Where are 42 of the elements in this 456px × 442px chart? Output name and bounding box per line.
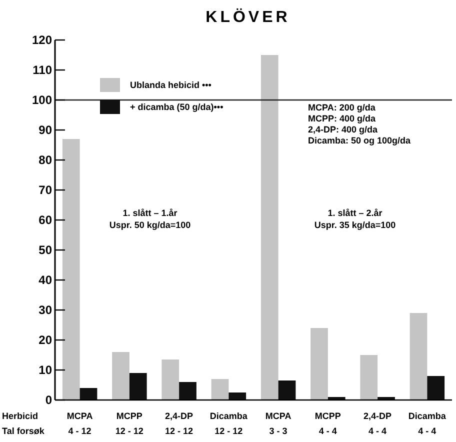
chart-title: KLÖVER: [206, 8, 290, 26]
y-tick-label: 20: [38, 333, 52, 348]
x-tick-label: MCPA 3 - 3: [265, 411, 292, 436]
y-tick-label: 40: [38, 273, 52, 288]
bar: [410, 313, 428, 400]
text: Herbicid Tal forsøk: [2, 411, 46, 436]
x-tick-label: 2,4-DP 12 - 12: [165, 411, 194, 436]
bar: [80, 388, 98, 400]
bar: [179, 382, 196, 400]
y-tick-label: 0: [45, 393, 52, 408]
bar: [62, 139, 80, 400]
x-tick-label: MCPP 12 - 12: [115, 411, 144, 436]
x-tick-label: MCPA 4 - 12: [66, 411, 94, 436]
legend-label: Ublanda hebicid •••: [130, 80, 212, 90]
y-tick-label: 120: [32, 33, 52, 48]
bar: [129, 373, 147, 400]
y-tick-label: 100: [32, 93, 52, 108]
legend-label: + dicamba (50 g/da)•••: [130, 102, 224, 112]
bar: [360, 355, 378, 400]
x-tick-label: Dicamba 12 - 12: [210, 411, 248, 436]
bar: [112, 352, 130, 400]
annotation: 1. slått – 1.år Uspr. 50 kg/da=100: [109, 208, 191, 230]
y-tick-label: 80: [38, 153, 52, 168]
bar: [260, 55, 278, 400]
bar: [228, 392, 246, 400]
y-tick-label: 60: [38, 213, 52, 228]
y-tick-label: 50: [38, 243, 52, 258]
y-tick-label: 110: [32, 63, 52, 78]
bar: [427, 376, 445, 400]
y-tick-label: 10: [38, 363, 52, 378]
bar: [278, 380, 296, 400]
y-tick-label: 30: [38, 303, 52, 318]
bar: [211, 379, 229, 400]
x-tick-label: 2,4-DP 4 - 4: [364, 411, 392, 436]
x-tick-label: Dicamba 4 - 4: [408, 411, 447, 436]
annotation: MCPA: 200 g/da MCPP: 400 g/da 2,4-DP: 400 g/da Dicamba: 50 og 100g/da: [308, 102, 412, 146]
y-tick-label: 70: [38, 183, 52, 198]
annotation: 1. slått – 2.år Uspr. 35 kg/da=100: [314, 208, 396, 230]
bar: [310, 328, 328, 400]
y-tick-label: 90: [38, 123, 52, 138]
x-tick-label: MCPP 4 - 4: [314, 411, 341, 436]
bar: [162, 360, 180, 400]
